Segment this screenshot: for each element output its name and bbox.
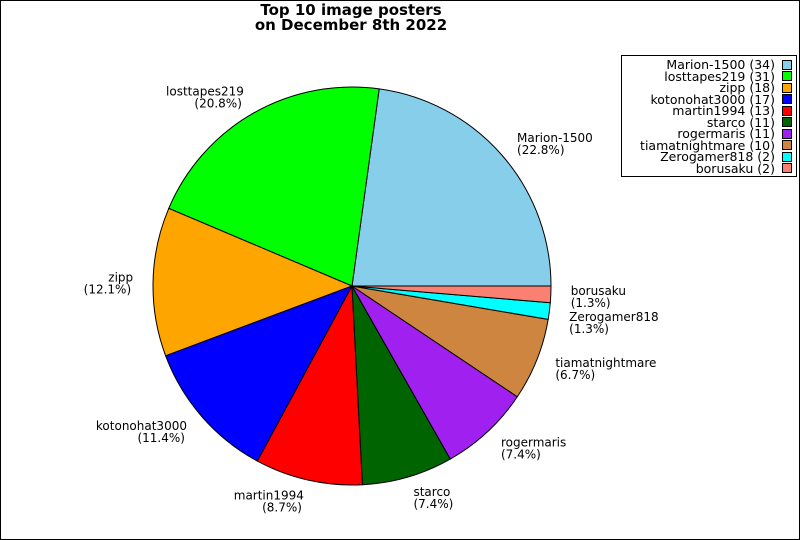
- legend-swatch: [782, 151, 792, 162]
- slice-label: kotonohat3000 (11.4%): [96, 419, 187, 445]
- slice-label: losttapes219 (20.8%): [166, 85, 244, 111]
- legend-item: kotonohat3000 (17): [622, 91, 792, 107]
- legend-label: starco (11): [706, 114, 775, 130]
- legend-label: tiamatnightmare (10): [640, 137, 775, 153]
- legend-item: losttapes219 (31): [622, 68, 792, 84]
- pie-slice-losttapes219: [168, 86, 380, 287]
- legend-swatch: [782, 140, 792, 151]
- slice-label: Marion-1500 (22.8%): [517, 131, 593, 157]
- pie-slice-borusaku: [351, 285, 552, 304]
- slice-label: zipp (12.1%): [84, 270, 133, 296]
- legend-label: zipp (18): [719, 80, 775, 95]
- slice-label: rogermaris (7.4%): [501, 435, 566, 461]
- legend-item: starco (11): [622, 114, 792, 130]
- legend-item: zipp (18): [622, 82, 792, 94]
- legend-item: rogermaris (11): [622, 128, 792, 140]
- legend-label: Zerogamer818 (2): [660, 149, 775, 164]
- legend-swatch: [782, 117, 792, 128]
- legend-label: Marion-1500 (34): [666, 57, 775, 72]
- slice-label: martin1994 (8.7%): [234, 489, 304, 515]
- legend-item: martin1994 (13): [622, 105, 792, 117]
- title-line-2: on December 8th 2022: [254, 16, 448, 34]
- legend-item: Marion-1500 (34): [622, 59, 792, 71]
- legend-label: rogermaris (11): [677, 126, 775, 141]
- slice-label: starco (7.4%): [413, 485, 453, 511]
- legend-label: kotonohat3000 (17): [650, 91, 776, 107]
- legend-label: borusaku (2): [695, 160, 775, 176]
- legend-swatch: [782, 59, 792, 70]
- legend-swatch: [782, 105, 792, 116]
- slice-label: Zerogamer818 (1.3%): [569, 310, 659, 336]
- slice-label: borusaku (1.3%): [571, 284, 626, 310]
- legend-item: tiamatnightmare (10): [622, 137, 792, 153]
- pie-slice-kotonohat3000: [165, 285, 354, 462]
- slice-label: tiamatnightmare (6.7%): [555, 356, 656, 382]
- legend-item: Zerogamer818 (2): [622, 151, 792, 163]
- legend-label: losttapes219 (31): [664, 68, 775, 84]
- legend-swatch: [782, 71, 792, 82]
- legend-swatch: [782, 128, 792, 139]
- pie-slice-martin1994: [256, 284, 364, 486]
- chart-title: Top 10 image posters on December 8th 202…: [1, 3, 701, 33]
- legend-swatch: [782, 163, 792, 174]
- pie-slice-Marion-1500: [351, 88, 552, 287]
- legend-item: borusaku (2): [622, 160, 792, 176]
- title-line-1: Top 10 image posters: [260, 1, 442, 19]
- legend-swatch: [782, 94, 792, 105]
- pie-slice-zipp: [152, 207, 354, 357]
- legend-label: martin1994 (13): [672, 103, 775, 118]
- legend: Marion-1500 (34) losttapes219 (31) zipp (1…: [621, 55, 797, 177]
- legend-swatch: [782, 82, 792, 93]
